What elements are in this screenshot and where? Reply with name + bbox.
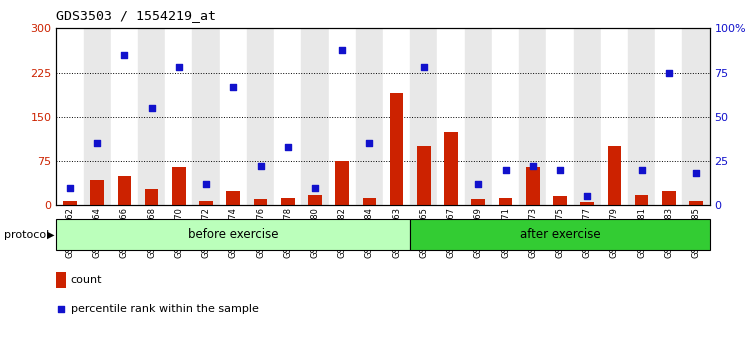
Bar bbox=[328, 28, 356, 205]
Text: count: count bbox=[71, 275, 102, 285]
Bar bbox=[281, 198, 294, 205]
Bar bbox=[138, 28, 165, 205]
Point bbox=[282, 144, 294, 150]
Text: ▶: ▶ bbox=[47, 229, 55, 240]
Bar bbox=[274, 28, 301, 205]
Text: before exercise: before exercise bbox=[188, 228, 279, 241]
Bar bbox=[581, 202, 594, 205]
Bar bbox=[492, 28, 519, 205]
Bar bbox=[301, 28, 328, 205]
Point bbox=[146, 105, 158, 111]
Bar bbox=[192, 28, 219, 205]
Bar bbox=[227, 190, 240, 205]
Bar bbox=[145, 189, 158, 205]
Text: GDS3503 / 1554219_at: GDS3503 / 1554219_at bbox=[56, 9, 216, 22]
Bar bbox=[56, 28, 83, 205]
Point bbox=[200, 181, 212, 187]
Bar bbox=[172, 167, 185, 205]
Point bbox=[608, 11, 620, 17]
Bar bbox=[90, 180, 104, 205]
Point bbox=[690, 171, 702, 176]
Bar bbox=[254, 199, 267, 205]
Text: percentile rank within the sample: percentile rank within the sample bbox=[71, 304, 258, 314]
Bar bbox=[56, 272, 66, 289]
Bar bbox=[410, 28, 437, 205]
Bar bbox=[390, 93, 403, 205]
Point bbox=[173, 64, 185, 70]
Bar bbox=[601, 28, 628, 205]
Point bbox=[445, 8, 457, 13]
Bar bbox=[547, 28, 574, 205]
Bar bbox=[526, 167, 539, 205]
Bar bbox=[472, 199, 485, 205]
Point bbox=[554, 167, 566, 173]
Bar bbox=[574, 28, 601, 205]
Text: after exercise: after exercise bbox=[520, 228, 600, 241]
Point bbox=[499, 167, 511, 173]
Point bbox=[228, 84, 240, 90]
Bar bbox=[519, 28, 546, 205]
Bar bbox=[165, 28, 192, 205]
Point bbox=[635, 167, 647, 173]
Point bbox=[663, 70, 675, 75]
Bar bbox=[628, 28, 655, 205]
Bar bbox=[247, 28, 274, 205]
Bar bbox=[417, 146, 430, 205]
Bar bbox=[356, 28, 383, 205]
Point bbox=[581, 194, 593, 199]
Bar bbox=[118, 176, 131, 205]
Bar bbox=[608, 146, 621, 205]
Point bbox=[336, 47, 348, 52]
Bar bbox=[655, 28, 683, 205]
Bar bbox=[689, 201, 703, 205]
Bar bbox=[336, 161, 349, 205]
Point bbox=[255, 164, 267, 169]
Bar bbox=[363, 198, 376, 205]
FancyBboxPatch shape bbox=[56, 219, 410, 250]
Bar bbox=[499, 198, 512, 205]
FancyBboxPatch shape bbox=[410, 219, 710, 250]
Bar bbox=[219, 28, 247, 205]
Point bbox=[309, 185, 321, 190]
Bar bbox=[383, 28, 410, 205]
Bar bbox=[635, 195, 648, 205]
Bar bbox=[553, 196, 567, 205]
Bar bbox=[465, 28, 492, 205]
Point bbox=[91, 141, 103, 146]
Point bbox=[363, 141, 376, 146]
Bar bbox=[199, 201, 213, 205]
Bar bbox=[83, 28, 111, 205]
Bar bbox=[308, 195, 321, 205]
Point bbox=[119, 52, 131, 58]
Bar bbox=[662, 190, 676, 205]
Point bbox=[418, 64, 430, 70]
Bar bbox=[111, 28, 138, 205]
Point bbox=[526, 164, 538, 169]
Bar bbox=[683, 28, 710, 205]
Point bbox=[56, 306, 68, 312]
Point bbox=[472, 181, 484, 187]
Text: protocol: protocol bbox=[4, 229, 49, 240]
Bar bbox=[63, 201, 77, 205]
Point bbox=[64, 185, 76, 190]
Bar bbox=[445, 132, 458, 205]
Bar bbox=[437, 28, 465, 205]
